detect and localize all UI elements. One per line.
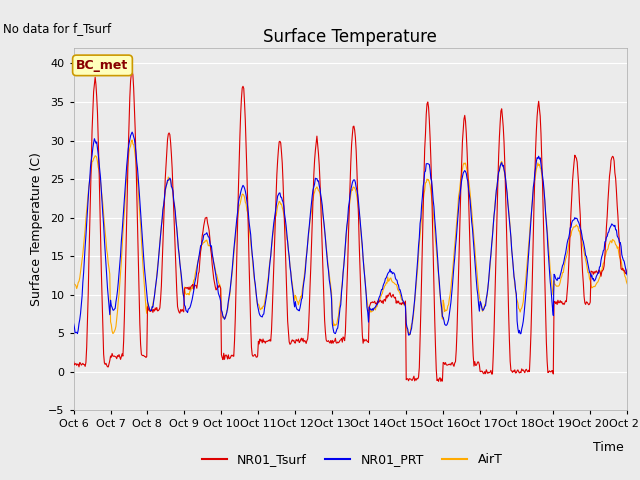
NR01_Tsurf <box>138 351 145 357</box>
AirT <box>406 332 414 337</box>
NR01_PRT <box>435 279 443 285</box>
NR01_PRT <box>194 262 202 267</box>
NR01_Tsurf <box>70 359 77 364</box>
NR01_Tsurf <box>623 266 631 272</box>
Title: Surface Temperature: Surface Temperature <box>264 28 437 47</box>
NR01_Tsurf <box>435 379 442 384</box>
AirT <box>80 243 88 249</box>
NR01_Tsurf <box>435 375 443 381</box>
NR01_Tsurf <box>419 240 426 246</box>
NR01_Tsurf <box>194 279 202 285</box>
Legend: NR01_Tsurf, NR01_PRT, AirT: NR01_Tsurf, NR01_PRT, AirT <box>196 448 508 471</box>
NR01_PRT <box>223 310 230 315</box>
NR01_PRT <box>404 332 412 338</box>
NR01_PRT <box>623 272 631 278</box>
NR01_PRT <box>138 221 145 227</box>
Line: NR01_PRT: NR01_PRT <box>74 132 627 335</box>
AirT <box>138 236 145 241</box>
NR01_PRT <box>70 321 77 326</box>
AirT <box>435 284 443 290</box>
NR01_PRT <box>128 129 136 135</box>
Text: Time: Time <box>593 441 624 454</box>
NR01_Tsurf <box>128 68 136 73</box>
AirT <box>623 281 631 287</box>
AirT <box>223 308 230 313</box>
AirT <box>128 137 136 143</box>
AirT <box>194 260 202 266</box>
NR01_PRT <box>419 183 427 189</box>
AirT <box>70 279 77 285</box>
Text: BC_met: BC_met <box>76 59 129 72</box>
NR01_PRT <box>80 270 88 276</box>
Y-axis label: Surface Temperature (C): Surface Temperature (C) <box>29 152 43 306</box>
NR01_Tsurf <box>80 361 88 367</box>
Text: No data for f_Tsurf: No data for f_Tsurf <box>3 22 111 35</box>
Line: NR01_Tsurf: NR01_Tsurf <box>74 71 627 382</box>
AirT <box>419 199 427 205</box>
NR01_Tsurf <box>223 353 230 359</box>
Line: AirT: AirT <box>74 140 627 335</box>
